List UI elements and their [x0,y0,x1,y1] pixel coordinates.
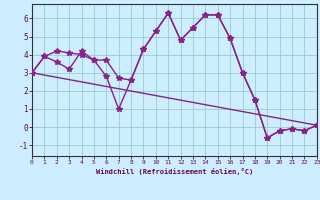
X-axis label: Windchill (Refroidissement éolien,°C): Windchill (Refroidissement éolien,°C) [96,168,253,175]
